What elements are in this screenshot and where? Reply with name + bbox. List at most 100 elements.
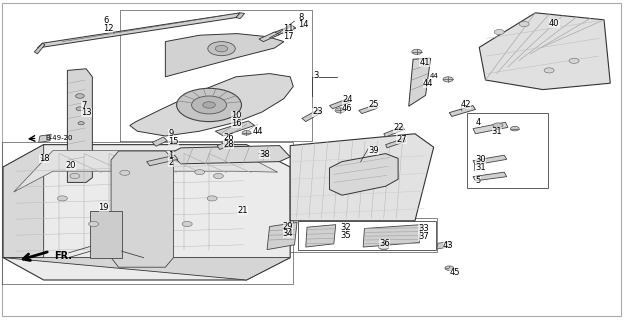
Text: 10: 10 xyxy=(231,111,241,120)
Circle shape xyxy=(222,140,230,144)
Bar xyxy=(298,221,436,250)
Text: 22: 22 xyxy=(393,124,404,132)
Polygon shape xyxy=(359,105,378,114)
Text: 38: 38 xyxy=(259,150,270,159)
Circle shape xyxy=(78,122,84,125)
Text: 40: 40 xyxy=(549,19,560,28)
Text: 25: 25 xyxy=(368,100,379,109)
Text: 35: 35 xyxy=(340,231,351,240)
Circle shape xyxy=(412,49,422,54)
Polygon shape xyxy=(217,140,234,149)
Text: 34: 34 xyxy=(283,229,293,238)
Polygon shape xyxy=(34,43,45,54)
Circle shape xyxy=(57,196,67,201)
Text: 18: 18 xyxy=(39,154,49,163)
Polygon shape xyxy=(14,150,278,192)
Text: 37: 37 xyxy=(418,232,429,241)
Polygon shape xyxy=(3,145,44,258)
Polygon shape xyxy=(130,74,293,136)
Polygon shape xyxy=(306,225,336,247)
Circle shape xyxy=(519,21,529,27)
Text: 31: 31 xyxy=(475,163,486,172)
Polygon shape xyxy=(479,13,610,90)
Text: 9: 9 xyxy=(168,129,173,138)
Polygon shape xyxy=(290,134,434,221)
Circle shape xyxy=(207,196,217,201)
Text: 44: 44 xyxy=(423,79,434,88)
Polygon shape xyxy=(170,146,290,164)
Text: 15: 15 xyxy=(168,137,179,146)
Polygon shape xyxy=(329,99,349,109)
Polygon shape xyxy=(147,155,178,166)
Text: 32: 32 xyxy=(340,223,351,232)
Text: 14: 14 xyxy=(298,20,309,29)
Text: 43: 43 xyxy=(443,241,454,250)
Text: 7: 7 xyxy=(81,101,87,110)
Polygon shape xyxy=(437,242,451,249)
Circle shape xyxy=(76,107,84,111)
Polygon shape xyxy=(409,58,431,106)
Text: 28: 28 xyxy=(223,140,234,149)
Circle shape xyxy=(379,244,389,250)
Circle shape xyxy=(443,77,453,82)
Text: 5: 5 xyxy=(475,176,480,185)
Polygon shape xyxy=(165,34,284,77)
Text: 42: 42 xyxy=(461,100,471,109)
Polygon shape xyxy=(39,134,51,142)
Polygon shape xyxy=(473,155,507,165)
Text: 46: 46 xyxy=(342,104,353,113)
Polygon shape xyxy=(3,258,290,280)
Text: 44: 44 xyxy=(253,127,263,136)
Polygon shape xyxy=(259,32,280,42)
Polygon shape xyxy=(386,138,406,148)
Text: 20: 20 xyxy=(66,161,76,170)
Circle shape xyxy=(195,170,205,175)
Circle shape xyxy=(445,266,454,270)
Polygon shape xyxy=(215,121,255,136)
Text: 6: 6 xyxy=(103,16,109,25)
Text: 41: 41 xyxy=(419,58,430,67)
Text: 27: 27 xyxy=(396,135,407,144)
Polygon shape xyxy=(363,225,421,247)
Polygon shape xyxy=(473,122,508,134)
Text: 1: 1 xyxy=(168,151,173,160)
Polygon shape xyxy=(37,13,240,48)
Circle shape xyxy=(120,170,130,175)
Text: 17: 17 xyxy=(283,32,293,41)
Text: 4: 4 xyxy=(475,118,480,127)
Circle shape xyxy=(70,173,80,179)
Text: 44: 44 xyxy=(429,73,438,79)
Text: 24: 24 xyxy=(342,95,353,104)
Circle shape xyxy=(335,108,345,113)
Polygon shape xyxy=(152,137,167,146)
Polygon shape xyxy=(267,222,297,250)
Circle shape xyxy=(76,94,84,98)
Circle shape xyxy=(510,126,519,131)
Circle shape xyxy=(177,88,241,122)
Text: 23: 23 xyxy=(312,108,323,116)
Circle shape xyxy=(215,45,228,52)
Text: 12: 12 xyxy=(103,24,114,33)
Circle shape xyxy=(544,68,554,73)
Polygon shape xyxy=(271,26,296,36)
Circle shape xyxy=(208,42,235,56)
Circle shape xyxy=(569,58,579,63)
Polygon shape xyxy=(111,151,173,267)
Polygon shape xyxy=(90,211,122,258)
Text: 11: 11 xyxy=(283,24,293,33)
Text: 8: 8 xyxy=(298,13,304,22)
Bar xyxy=(467,113,548,188)
Text: 21: 21 xyxy=(237,206,248,215)
Polygon shape xyxy=(473,172,507,181)
Text: 19: 19 xyxy=(99,203,109,212)
Circle shape xyxy=(203,102,215,108)
Polygon shape xyxy=(302,109,321,122)
Circle shape xyxy=(213,173,223,179)
Text: FR.: FR. xyxy=(54,251,72,261)
Circle shape xyxy=(89,221,99,227)
Text: 3: 3 xyxy=(313,71,319,80)
Circle shape xyxy=(192,96,227,114)
Text: 16: 16 xyxy=(231,119,241,128)
Text: B-49-20: B-49-20 xyxy=(45,135,72,141)
Circle shape xyxy=(494,29,504,35)
